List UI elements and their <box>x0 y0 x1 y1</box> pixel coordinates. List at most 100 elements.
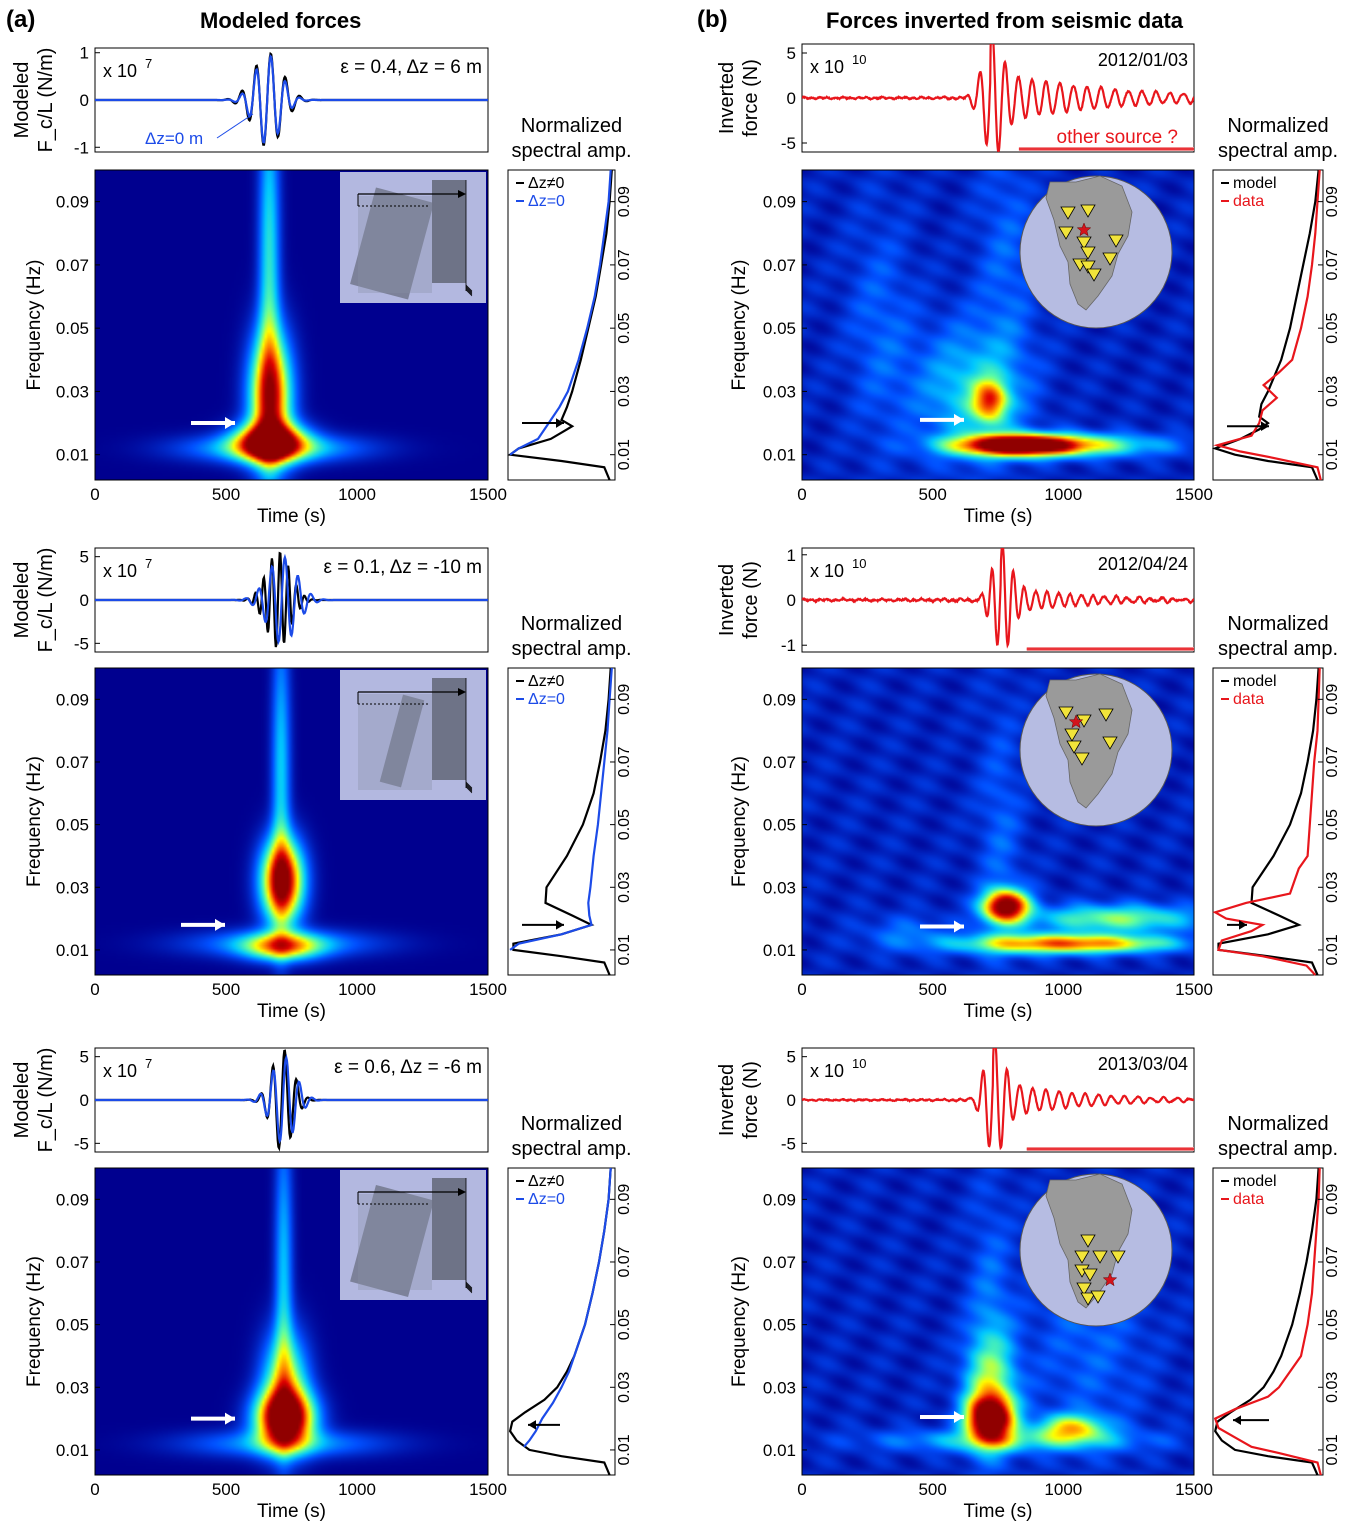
waveform-scale-exponent: 7 <box>145 556 152 571</box>
spectrogram-axes <box>801 1167 1195 1476</box>
waveform-ylabel-line1: Modeled <box>11 562 33 639</box>
feature-arrow-head <box>225 417 235 430</box>
legend-entry: data <box>1233 193 1264 210</box>
waveform-scale-label: x 10 <box>103 561 137 581</box>
spectrum-title-line1: Normalized <box>521 115 622 137</box>
spectrum-series-second <box>1213 169 1322 481</box>
waveform-ytick-label: 0 <box>80 591 89 610</box>
freq-tick-label: 0.05 <box>56 319 89 338</box>
spectrum-title-line1: Normalized <box>521 1113 622 1135</box>
time-axis-label: Time (s) <box>964 1501 1033 1522</box>
inset-block <box>350 1184 434 1298</box>
inset-hatch <box>465 284 473 292</box>
seismic-station-marker <box>1102 736 1118 750</box>
inset-hatch <box>465 1285 473 1293</box>
waveform-ytick-label: -5 <box>781 1134 796 1153</box>
time-axis-label: Time (s) <box>257 1501 326 1522</box>
freq-tick-label: 0.05 <box>56 1316 89 1335</box>
legend-entry: Δz=0 <box>528 1191 565 1208</box>
time-tick-label: 1500 <box>469 485 507 504</box>
inset-shadow <box>358 694 432 790</box>
panel-label-b: (b) <box>697 6 728 33</box>
waveform-ytick-label: -5 <box>74 634 89 653</box>
freq-tick-label: 0.01 <box>763 446 796 465</box>
time-tick-label: 1000 <box>338 1480 376 1499</box>
spectrum-title-line2: spectral amp. <box>511 638 631 660</box>
legend-entry: Δz≠0 <box>528 673 564 690</box>
spectrum-panel-a1: 0.09 0.07 0.05 0.03 0.01 Δz≠0Δz=0 <box>507 169 633 481</box>
feature-arrow-head <box>954 413 964 426</box>
freq-axis-label: Frequency (Hz) <box>24 756 45 887</box>
time-tick-label: 500 <box>918 980 946 999</box>
waveform-series-dz-zero <box>95 1054 488 1145</box>
spectrum-panel-a3: 0.09 0.07 0.05 0.03 0.01 Δz≠0Δz=0 <box>507 1167 633 1476</box>
feature-arrow-head <box>225 1412 235 1425</box>
freq-axis-label: Frequency (Hz) <box>24 260 45 391</box>
legend-entry: model <box>1233 1173 1277 1190</box>
freq-tick-label: 0.07 <box>56 256 89 275</box>
waveform-ytick-label: 0 <box>80 91 89 110</box>
waveform-ylabel-line2: force (N) <box>740 59 762 137</box>
seismic-station-marker <box>1110 1250 1126 1264</box>
spectrum-series-second <box>523 1167 612 1448</box>
freq-tick-label: 0.05 <box>56 816 89 835</box>
legend-entry: Δz=0 <box>528 691 565 708</box>
time-tick-label: 0 <box>90 1480 99 1499</box>
inset-hatch <box>465 783 473 791</box>
inset-block <box>379 694 425 788</box>
freq-tick-label: 0.03 <box>763 1378 796 1397</box>
freq-tick-label: 0.07 <box>763 753 796 772</box>
freq-tick-label: 0.01 <box>56 1441 89 1460</box>
spectrum-arrow <box>522 418 564 428</box>
time-tick-label: 1000 <box>338 485 376 504</box>
waveform-scale-exponent: 10 <box>852 556 866 571</box>
inset-hatch <box>465 1281 473 1289</box>
inset-wall <box>432 180 466 283</box>
waveform-ytick-label: -1 <box>781 636 796 655</box>
time-tick-label: 500 <box>918 485 946 504</box>
waveform-ylabel-line2: F_c/L (N/m) <box>35 1048 57 1153</box>
spectrum-ytick-label: 0.09 <box>1324 186 1341 217</box>
freq-tick-label: 0.09 <box>763 193 796 212</box>
spectrum-title-line1: Normalized <box>1227 115 1328 137</box>
source-star-marker <box>1068 714 1084 729</box>
waveform-scale-label: x 10 <box>103 1061 137 1081</box>
spectrum-title-line1: Normalized <box>1227 1113 1328 1135</box>
legend-entry: data <box>1233 1191 1264 1208</box>
inset-block <box>350 187 434 300</box>
time-tick-label: 500 <box>212 1480 240 1499</box>
waveform-ytick-label: -5 <box>74 1134 89 1153</box>
inset-hatch <box>465 785 473 793</box>
station-map <box>1019 1173 1173 1327</box>
waveform-ylabel-line2: force (N) <box>740 1061 762 1139</box>
spectrum-arrow-head <box>1239 920 1247 930</box>
other-source-label: other source ? <box>1057 127 1178 148</box>
waveform-scale-label: x 10 <box>810 561 844 581</box>
time-tick-label: 0 <box>797 980 806 999</box>
inset-hatch <box>465 1283 473 1291</box>
spectrum-title-line2: spectral amp. <box>1218 140 1338 162</box>
seismic-station-marker <box>1082 1268 1098 1282</box>
seismic-station-marker <box>1058 706 1074 720</box>
feature-arrow <box>181 918 225 931</box>
seismic-station-marker <box>1080 246 1096 260</box>
spectrum-series-second <box>1212 667 1321 976</box>
waveform-ytick-label: 5 <box>80 1048 89 1067</box>
waveform-ylabel-line2: force (N) <box>740 561 762 639</box>
freq-tick-label: 0.09 <box>56 690 89 709</box>
spectrum-arrow <box>528 1420 560 1430</box>
time-axis-label: Time (s) <box>257 506 326 527</box>
waveform-ytick-label: 5 <box>80 548 89 567</box>
inset-hatch <box>465 786 473 794</box>
waveform-ytick-label: 0 <box>787 591 796 610</box>
time-tick-label: 1500 <box>469 980 507 999</box>
waveform-panel-a2: 5 0 -5 x 10 7 ε = 0.1, Δz = -10 m <box>74 547 489 653</box>
waveform-series-data <box>802 44 1194 152</box>
seismic-station-marker <box>1102 252 1118 266</box>
waveform-ylabel-line1: Inverted <box>716 1064 738 1136</box>
spectrum-arrow-head <box>1233 1415 1241 1425</box>
seismic-station-marker <box>1098 708 1114 722</box>
panel-label-a: (a) <box>6 6 36 33</box>
spectrum-ytick-label: 0.07 <box>616 249 633 280</box>
seismic-station-marker <box>1080 1292 1096 1306</box>
